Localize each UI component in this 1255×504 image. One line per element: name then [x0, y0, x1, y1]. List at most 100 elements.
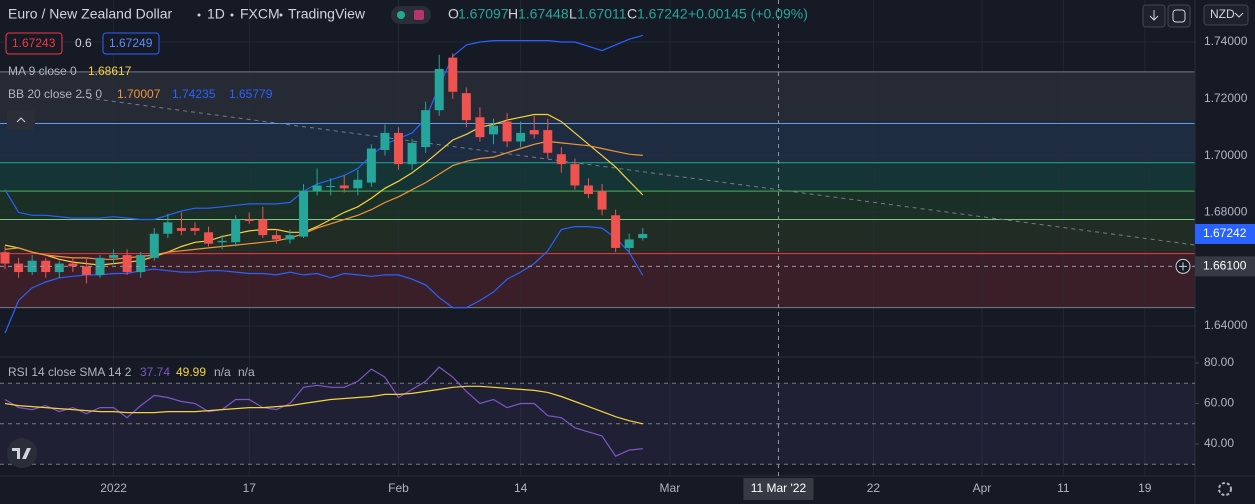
candle-body: [299, 191, 309, 237]
crosshair-date: 11 Mar '22: [751, 481, 807, 495]
y-tick-label: 1.68000: [1204, 205, 1248, 219]
candle-body: [624, 239, 634, 248]
candle-body: [149, 233, 159, 258]
y-tick-label: 1.72000: [1204, 91, 1248, 105]
bb-upper-value: 1.74235: [172, 87, 216, 101]
separator: [197, 13, 201, 17]
logo[interactable]: [7, 438, 37, 468]
rsi-value: 37.74: [140, 365, 170, 379]
symbol-title: Euro / New Zealand Dollar: [8, 6, 173, 22]
rsi-line: [4, 385, 643, 425]
candle-body: [122, 255, 132, 273]
candle-body: [407, 142, 417, 165]
indicator-line: [4, 34, 643, 221]
crosshair-price: 1.66100: [1203, 259, 1247, 273]
indicator-lines: [4, 34, 644, 334]
level-zone: [0, 191, 1195, 220]
candle-body: [244, 219, 254, 221]
candle-body: [109, 255, 119, 258]
candle-body: [448, 57, 458, 92]
candle-body: [421, 110, 431, 148]
add-alert-icon: [1179, 262, 1187, 271]
x-tick-label: Feb: [388, 481, 409, 495]
high-value: 1.67448: [518, 6, 569, 22]
price-label: 1.67242: [1203, 226, 1247, 240]
level-zone: [0, 123, 1195, 163]
rsi-extra: n/a: [214, 365, 231, 379]
currency-select[interactable]: [1203, 4, 1249, 26]
currency: NZD: [1210, 7, 1235, 21]
rsi-tick-label: 60.00: [1204, 396, 1234, 410]
price-label-bg: [1195, 223, 1255, 244]
candle-body: [353, 179, 363, 189]
ma-legend: MA 9 close 0: [8, 64, 77, 78]
rsi-tick-label: 80.00: [1204, 355, 1234, 369]
candle-body: [380, 132, 390, 150]
candle-body: [570, 164, 580, 186]
separator: [279, 13, 283, 17]
candle-body: [271, 235, 281, 240]
separator: [230, 13, 234, 17]
x-tick-label: 11: [1057, 481, 1070, 495]
status-dot: [397, 11, 405, 19]
candle-body: [95, 257, 105, 275]
candle-body: [14, 263, 24, 273]
candle-body: [339, 185, 349, 189]
interval[interactable]: 1D: [207, 6, 225, 22]
indicator-line: [4, 226, 644, 334]
level-zone: [0, 219, 1195, 254]
candle-body: [54, 263, 64, 273]
candle-body: [611, 215, 621, 248]
settings-icon[interactable]: [1218, 482, 1232, 496]
x-tick-label: 2022: [100, 481, 127, 495]
candle-body: [502, 121, 512, 142]
x-tick-label: 17: [243, 481, 257, 495]
exchange: FXCM: [240, 6, 280, 22]
candle-body: [0, 252, 10, 264]
collapse-button[interactable]: [7, 110, 35, 130]
low-value: 1.67011: [577, 6, 627, 22]
candle-body: [597, 191, 607, 210]
candle-body: [81, 266, 91, 275]
candles: [0, 53, 648, 284]
candle-body: [312, 185, 322, 192]
ohlc-label: H: [508, 6, 518, 22]
ohlc-label: O: [448, 6, 459, 22]
candle-body: [190, 228, 200, 231]
fullscreen-button[interactable]: [1167, 4, 1191, 28]
zones: [0, 71, 1195, 308]
dropdown-arrow: [1234, 12, 1244, 18]
open-value: 1.67097: [458, 6, 509, 22]
candle-body: [136, 255, 146, 273]
candle-body: [543, 130, 553, 153]
rsi-legend: RSI 14 close SMA 14 2: [8, 365, 132, 379]
spread: 0.6: [75, 36, 92, 50]
buy-price: 1.67249: [109, 36, 153, 50]
buy-button[interactable]: [102, 32, 160, 55]
candle-body: [488, 125, 498, 135]
x-tick-label: 22: [867, 481, 881, 495]
bb-lower-value: 1.65779: [229, 87, 273, 101]
indicator-line: [4, 140, 643, 260]
indicator-line: [4, 113, 644, 266]
sell-price: 1.67243: [12, 36, 56, 50]
candle-body: [638, 233, 648, 239]
logo-mark: [12, 448, 31, 459]
ohlc-label: L: [569, 6, 577, 22]
y-tick-label: 1.74000: [1204, 34, 1248, 48]
candle-body: [461, 93, 471, 121]
rsi-sma-value: 49.99: [176, 365, 206, 379]
candle-body: [583, 185, 593, 194]
crosshair-price-bg: [1195, 256, 1255, 277]
sell-button[interactable]: [5, 32, 63, 55]
crosshair-date-bg: [743, 478, 814, 500]
collapse-icon: [16, 117, 26, 123]
change: +0.00145 (+0.09%): [688, 6, 808, 22]
ma-value: 1.68617: [88, 64, 132, 78]
fullscreen-icon: [1172, 9, 1186, 23]
candle-body: [394, 132, 404, 165]
level-zone: [0, 253, 1195, 308]
